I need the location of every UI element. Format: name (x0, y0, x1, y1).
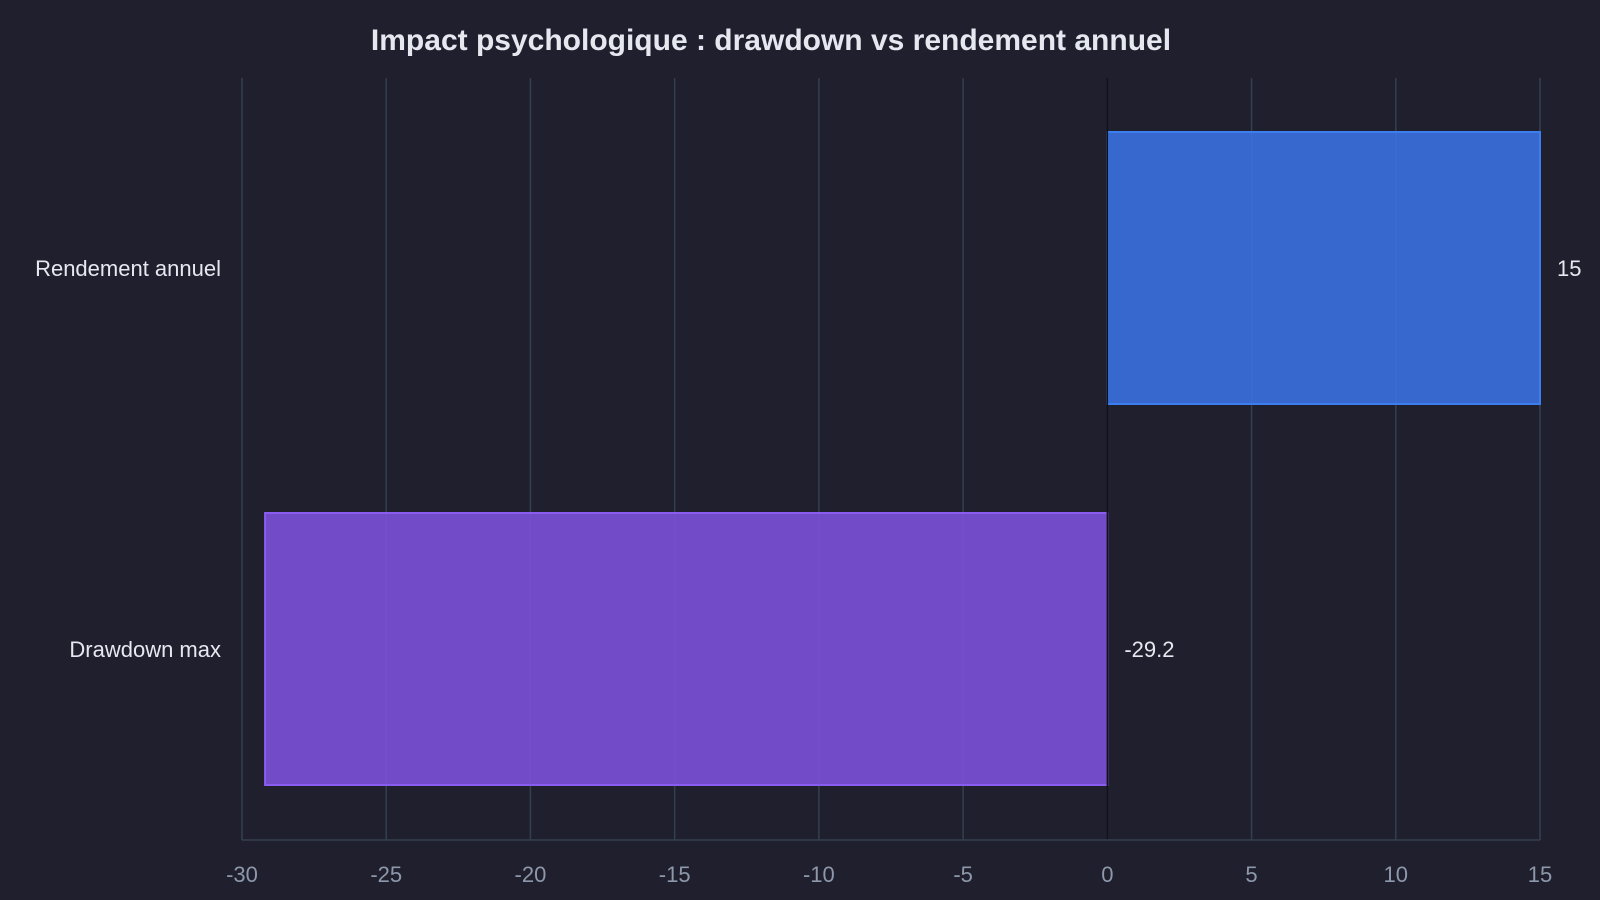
x-tick-label-6: 0 (1101, 862, 1113, 887)
x-tick-label-5: -5 (953, 862, 973, 887)
category-label-1: Drawdown max (69, 637, 221, 662)
data-label-1: -29.2 (1124, 637, 1174, 662)
label-layer: -30 -25 -20 -15 -10 -5 0 5 10 15 Rendement annuel D… (35, 256, 1581, 887)
x-tick-label-1: -25 (370, 862, 402, 887)
x-tick-label-3: -15 (659, 862, 691, 887)
data-label-0: 15 (1557, 256, 1581, 281)
x-tick-label-7: 5 (1245, 862, 1257, 887)
category-label-0: Rendement annuel (35, 256, 221, 281)
x-tick-label-9: 15 (1528, 862, 1552, 887)
bar-0 (1106, 131, 1542, 405)
bar-1 (264, 512, 1109, 786)
chart-title: Impact psychologique : drawdown vs rende… (371, 24, 1171, 57)
x-tick-label-2: -20 (515, 862, 547, 887)
x-tick-label-8: 10 (1384, 862, 1408, 887)
x-tick-label-0: -30 (226, 862, 258, 887)
x-tick-label-4: -10 (803, 862, 835, 887)
axis-layer (242, 78, 1540, 841)
bar-layer (264, 131, 1542, 786)
